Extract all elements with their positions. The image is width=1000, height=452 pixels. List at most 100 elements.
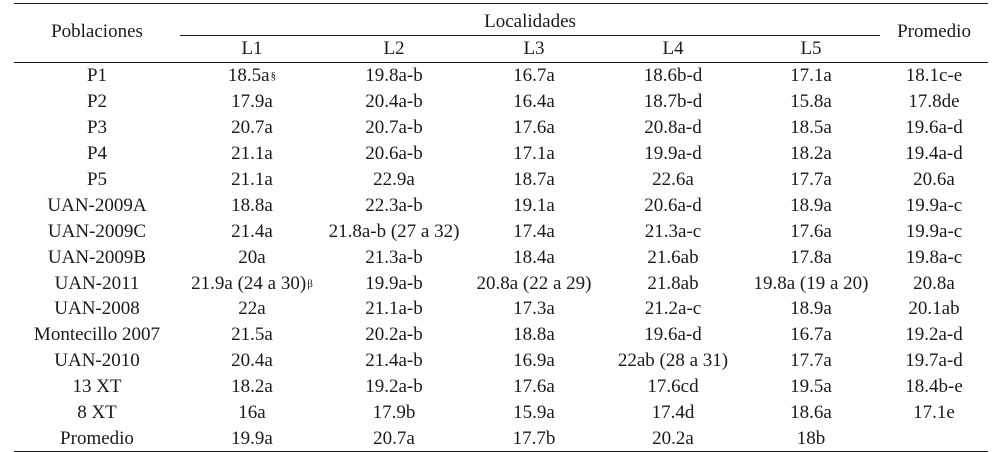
- cell-value: 19.9a-c: [905, 194, 963, 216]
- table-cell: 21.9a (24 a 30)β: [180, 270, 324, 296]
- cell-value: 20.2a-b: [365, 324, 423, 346]
- footnote-marker: §: [270, 70, 277, 83]
- table-cell: 18.8a: [180, 192, 324, 218]
- table-cell: 18.4b-e: [880, 374, 988, 400]
- table-cell: 19.2a-b: [324, 374, 464, 400]
- cell-value: 18.6b-d: [643, 65, 703, 87]
- cell-value: 18.1c-e: [905, 65, 963, 87]
- cell-value: 22.9a: [373, 169, 415, 190]
- cell-value: 22.6a: [652, 169, 694, 190]
- cell-value: 18.6a: [790, 402, 832, 424]
- table-row: UAN-2009B 20a 21.3a-b 18.4a 21.6ab 17.8a 19.8a…: [14, 244, 988, 270]
- table-cell: 17.8de: [880, 89, 988, 115]
- table-cell: 20.1ab: [880, 296, 988, 322]
- cell-value: 18b: [796, 427, 826, 449]
- table-cell: 20.4a: [180, 348, 324, 374]
- population-name: 13 XT: [72, 376, 122, 398]
- table-cell: 18.8a: [464, 322, 604, 348]
- cell-value: 19.8a-b: [365, 65, 423, 87]
- table-row: UAN-2009C 21.4a 21.8a-b (27 a 32) 17.4a 21.3…: [14, 218, 988, 244]
- population-name: P2: [86, 91, 108, 113]
- cell-value: 19.8a (19 a 20): [753, 272, 869, 294]
- cell-value: 18.2a: [790, 143, 832, 165]
- population-name: UAN-2010: [54, 350, 140, 372]
- cell-value: 17.6cd: [647, 376, 699, 398]
- table-cell: 17.1a: [464, 141, 604, 167]
- cell-value: 21.8ab: [647, 272, 699, 294]
- cell-value: 21.4a: [231, 220, 273, 242]
- table-cell: 21.3a-c: [604, 218, 742, 244]
- cell-value: 18.8a: [231, 194, 273, 216]
- table-cell: 19.6a-d: [880, 115, 988, 141]
- table-row: UAN-2009A 18.8a 22.3a-b 19.1a 20.6a-d 18.9a 19…: [14, 192, 988, 218]
- cell-value: 22.3a-b: [365, 194, 423, 216]
- cell-value: 16.7a: [513, 65, 555, 87]
- cell-value: 21.1a: [231, 143, 273, 165]
- table-cell: [880, 425, 988, 451]
- table-cell: 19.9a-c: [880, 192, 988, 218]
- cell-value: 18.4a: [513, 246, 555, 268]
- cell-value: 19.9a: [231, 427, 273, 449]
- table-cell: 18.5a§: [180, 63, 324, 89]
- table-cell: 20.8a-d: [604, 115, 742, 141]
- population-name: P1: [86, 65, 108, 87]
- table-cell: 18.6b-d: [604, 63, 742, 89]
- table-cell: 22.3a-b: [324, 192, 464, 218]
- cell-value: 16a: [238, 402, 266, 424]
- table-cell: 17.1e: [880, 400, 988, 426]
- cell-value: 18.8a: [513, 324, 555, 346]
- cell-value: 20.4a-b: [365, 91, 423, 113]
- table-cell: 19.5a: [742, 374, 880, 400]
- table-cell: 20.7a: [324, 425, 464, 451]
- table-row: P1 18.5a§ 19.8a-b 16.7a 18.6b-d 17.1a 18.1c-e: [14, 63, 988, 89]
- table-cell: 19.9a-c: [880, 218, 988, 244]
- table-cell: 20.7a-b: [324, 115, 464, 141]
- table-cell: 20.8a: [880, 270, 988, 296]
- table-cell: 21.6ab: [604, 244, 742, 270]
- table-cell: 20a: [180, 244, 324, 270]
- cell-value: 20.8a: [913, 272, 955, 294]
- cell-value: 17.6a: [790, 220, 832, 242]
- cell-value: 20.6a: [913, 169, 955, 190]
- table-cell: 19.9a-b: [324, 270, 464, 296]
- cell-value: 21.4a-b: [365, 350, 423, 372]
- table-cell: 17.6a: [742, 218, 880, 244]
- table-cell: 20.2a-b: [324, 322, 464, 348]
- table-cell: 17.7a: [742, 167, 880, 193]
- table-cell: 21.4a-b: [324, 348, 464, 374]
- table-cell: 21.1a: [180, 167, 324, 193]
- table-cell: 20.8a (22 a 29): [464, 270, 604, 296]
- cell-value: 16.4a: [513, 91, 555, 113]
- table-cell: 19.8a (19 a 20): [742, 270, 880, 296]
- cell-value: 16.9a: [513, 350, 555, 372]
- table-cell: 18.4a: [464, 244, 604, 270]
- table-cell: 17.8a: [742, 244, 880, 270]
- results-table: Poblaciones Localidades Promedio L1 L2 L…: [14, 3, 989, 452]
- table-cell: 21.1a-b: [324, 296, 464, 322]
- cell-value: 19.2a-d: [905, 324, 963, 346]
- table-cell: 21.8a-b (27 a 32): [324, 218, 464, 244]
- table-cell: 19.9a-d: [604, 141, 742, 167]
- table-body: P1 18.5a§ 19.8a-b 16.7a 18.6b-d 17.1a 18.1c-e P…: [14, 63, 989, 452]
- table-cell: 18.2a: [742, 141, 880, 167]
- cell-value: 18.7a: [513, 169, 555, 190]
- cell-value: 17.1e: [913, 402, 955, 424]
- table-cell: 18.9a: [742, 296, 880, 322]
- table-row: P2 17.9a 20.4a-b 16.4a 18.7b-d 15.8a 17.8de: [14, 89, 988, 115]
- cell-value: 17.7b: [512, 427, 556, 449]
- population-name: UAN-2009B: [47, 246, 147, 268]
- cell-value: 17.1a: [790, 65, 832, 87]
- table-cell: 18.7b-d: [604, 89, 742, 115]
- population-name: 8 XT: [77, 402, 117, 424]
- cell-value: 21.3a-b: [365, 246, 423, 268]
- cell-value: 17.7a: [790, 169, 832, 190]
- table-row: UAN-2008 22a 21.1a-b 17.3a 21.2a-c 18.9a 20.1a…: [14, 296, 988, 322]
- population-name: UAN-2011: [54, 272, 140, 294]
- table-cell: 15.9a: [464, 400, 604, 426]
- cell-value: 18.2a: [231, 376, 273, 398]
- population-name: UAN-2009A: [47, 194, 147, 216]
- header-location-l5: L5: [800, 38, 822, 59]
- footnote-marker: β: [307, 277, 313, 290]
- table-cell: 20.7a: [180, 115, 324, 141]
- table-cell: 21.8ab: [604, 270, 742, 296]
